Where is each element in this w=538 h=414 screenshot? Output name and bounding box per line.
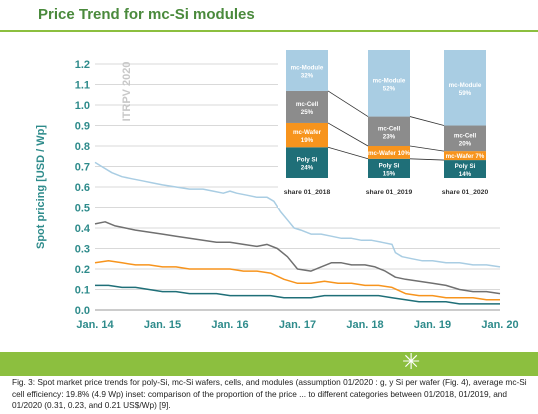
- inset-segment-module: [368, 50, 410, 117]
- inset-segment-cell: [368, 116, 410, 146]
- inset-label: 52%: [383, 85, 396, 92]
- y-tick-label: 0.5: [75, 203, 90, 215]
- watermark: ITRPV 2020: [121, 61, 133, 121]
- inset-category-label: share 01_2020: [442, 189, 489, 196]
- inset-label: mc-Cell: [378, 125, 401, 132]
- inset-connector: [409, 116, 445, 126]
- series-line-module: [94, 161, 501, 268]
- y-tick-label: 0.4: [75, 223, 91, 235]
- x-tick-label: Jan. 18: [346, 319, 383, 331]
- inset-segment-wafer: [286, 122, 328, 148]
- sun-icon: ✳: [402, 349, 421, 374]
- inset-segment-module: [444, 50, 486, 126]
- x-tick-label: Jan. 20: [481, 319, 518, 331]
- inset-label: 19%: [301, 137, 314, 144]
- footer-bar: [0, 352, 538, 376]
- inset-label: mc-Cell: [296, 101, 319, 108]
- inset-label: 32%: [301, 72, 314, 79]
- inset-label: Poly Si: [297, 157, 318, 164]
- inset-label: Poly Si: [455, 163, 476, 170]
- inset-label: mc-Module: [449, 82, 482, 89]
- x-tick-label: Jan. 17: [279, 319, 316, 331]
- inset-label: mc-Wafer 7%: [446, 153, 485, 160]
- y-axis-label: Spot pricing [USD / Wp]: [35, 125, 47, 249]
- inset-category-label: share 01_2019: [366, 189, 413, 196]
- inset-label: 20%: [459, 140, 472, 147]
- y-tick-label: 0.9: [75, 121, 90, 133]
- inset-label: 24%: [301, 165, 314, 172]
- y-tick-label: 1.0: [75, 100, 90, 112]
- y-tick-label: 0.6: [75, 182, 90, 194]
- inset-segment-cell: [286, 90, 328, 123]
- inset-connector: [327, 122, 369, 147]
- y-tick-label: 1.2: [75, 59, 90, 71]
- series-line-wafer: [94, 260, 500, 301]
- inset-segment-cell: [444, 125, 486, 152]
- title-divider: [0, 30, 538, 32]
- inset-segment-poly: [444, 160, 486, 178]
- inset-label: mc-Wafer 10%: [368, 150, 411, 157]
- price-trend-chart: 0.0 0.1 0.2 0.3 0.4 0.5 0.6 0.7 0.8 0.9 1.0 1.1 1.2 J…: [35, 42, 519, 331]
- y-tick-label: 0.7: [75, 162, 90, 174]
- x-tick-label: Jan. 14: [76, 319, 114, 331]
- inset-segment-wafer: [444, 151, 486, 161]
- inset-label: 59%: [459, 90, 472, 97]
- inset-label: mc-Cell: [454, 132, 477, 139]
- y-tick-label: 0.0: [75, 305, 90, 317]
- series-line-cell: [94, 221, 501, 295]
- inset-label: mc-Wafer: [293, 129, 322, 136]
- x-tick-label: Jan. 15: [144, 319, 181, 331]
- inset-label: mc-Module: [373, 77, 406, 84]
- y-tick-label: 0.1: [75, 285, 90, 297]
- inset-segment-poly: [368, 158, 410, 178]
- inset-connector: [409, 158, 445, 161]
- inset-label: 15%: [383, 170, 396, 177]
- page-title: Price Trend for mc-Si modules: [38, 6, 255, 23]
- inset-label: mc-Module: [291, 64, 324, 71]
- inset-label: 25%: [301, 109, 314, 116]
- inset-label: 14%: [459, 171, 472, 178]
- inset-connector: [409, 145, 445, 152]
- y-tick-label: 0.2: [75, 264, 90, 276]
- x-tick-label: Jan. 19: [414, 319, 451, 331]
- inset-segment-poly: [286, 147, 328, 178]
- inset-segment-wafer: [368, 146, 410, 159]
- y-tick-label: 0.3: [75, 244, 90, 256]
- inset-segment-module: [286, 50, 328, 91]
- inset-label: Poly Si: [379, 162, 400, 169]
- inset-label: 23%: [383, 133, 396, 140]
- inset-category-label: share 01_2018: [284, 189, 331, 196]
- inset-connector: [327, 90, 369, 117]
- y-tick-label: 1.1: [75, 80, 90, 92]
- inset-connector: [327, 146, 369, 160]
- x-tick-label: Jan. 16: [211, 319, 248, 331]
- figure-caption: Fig. 3: Spot market price trends for pol…: [12, 377, 527, 410]
- series-line-poly: [95, 284, 500, 305]
- y-tick-label: 0.8: [75, 141, 90, 153]
